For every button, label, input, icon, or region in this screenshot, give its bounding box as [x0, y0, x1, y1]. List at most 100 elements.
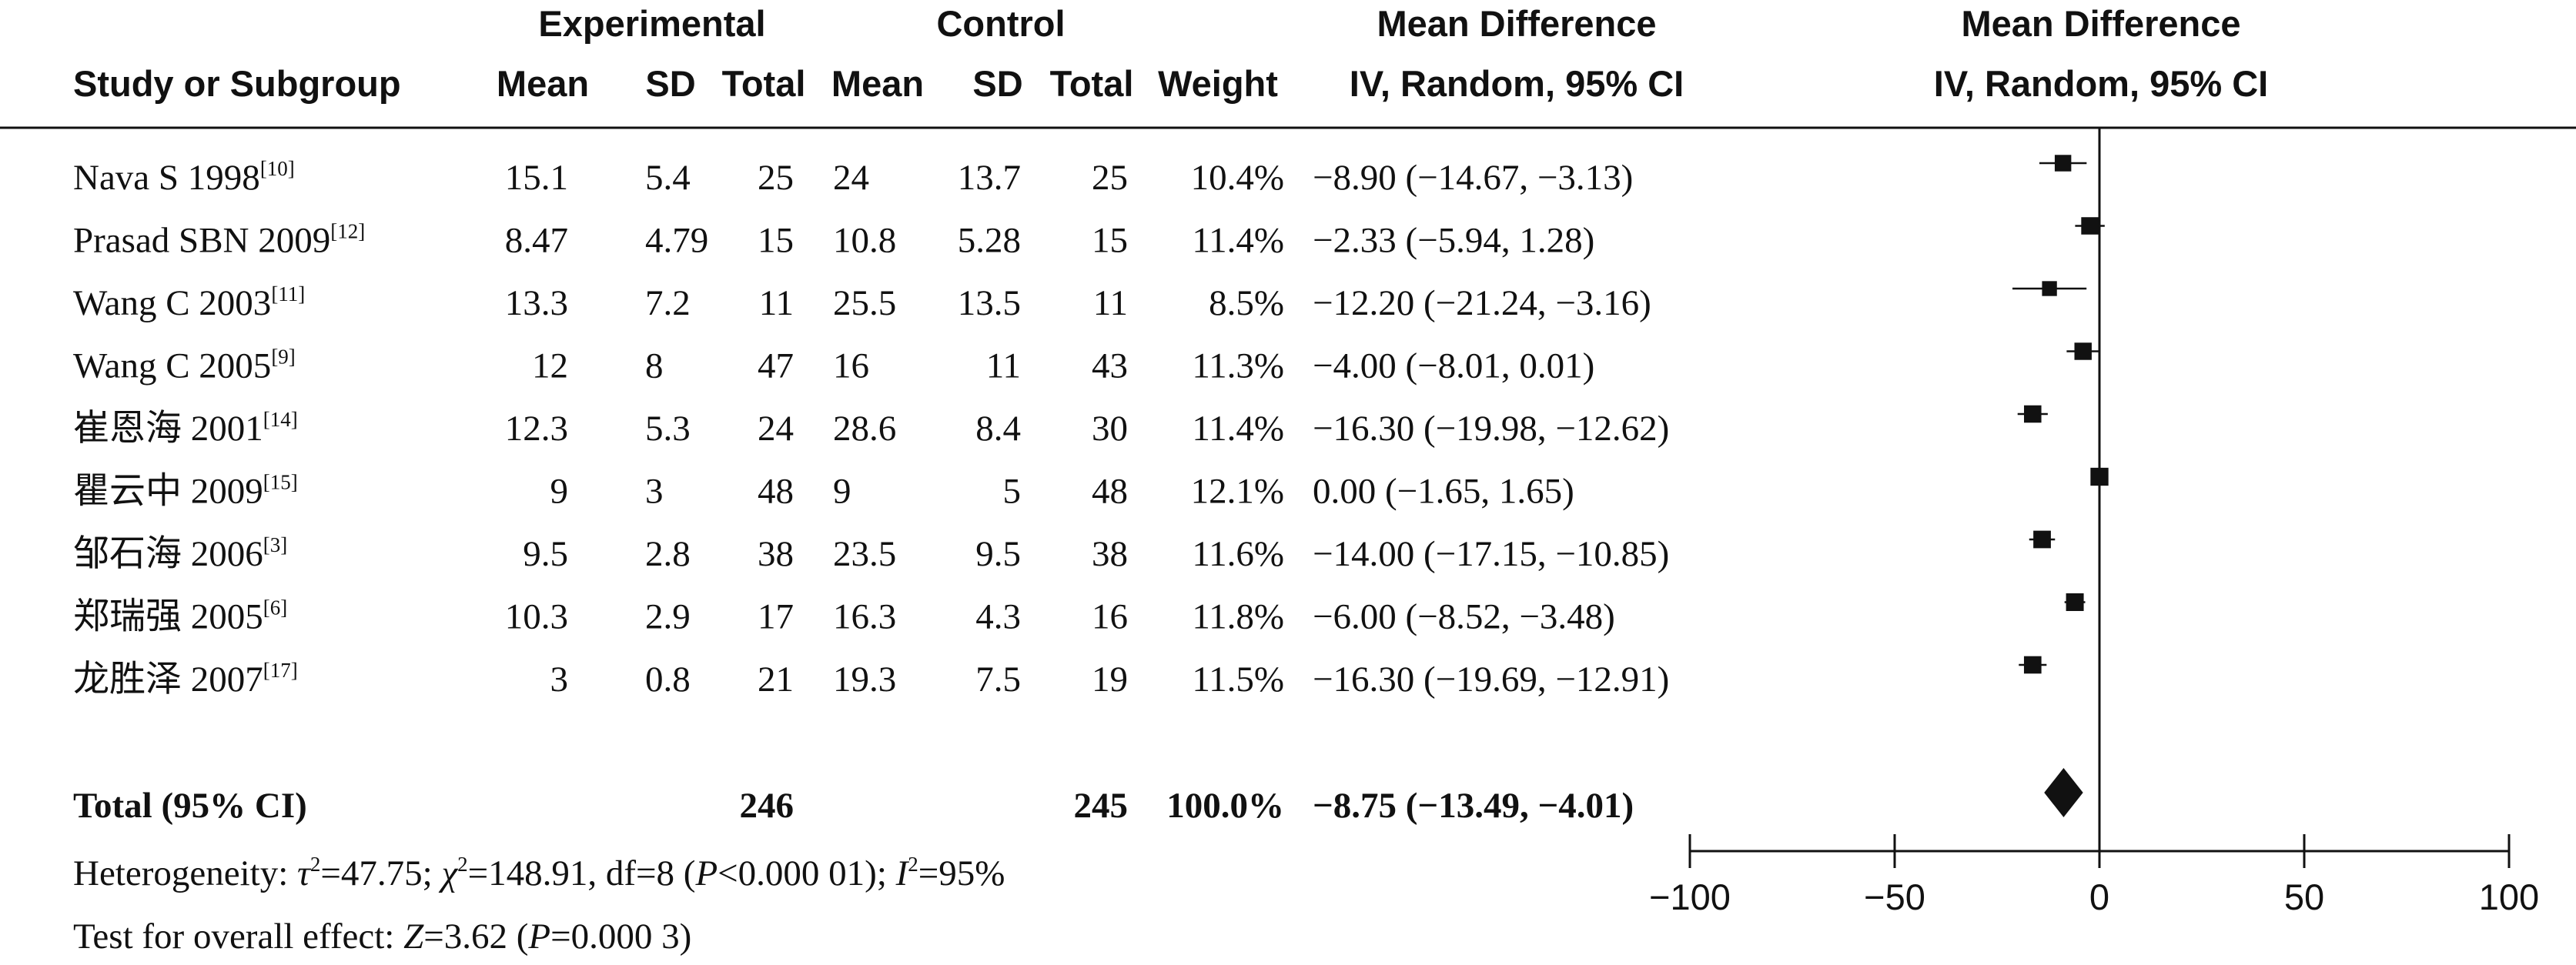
overall-p-symbol: P — [527, 917, 550, 957]
cell-sd-c: 5 — [1003, 472, 1022, 512]
cell-mean-c: 19.3 — [833, 659, 896, 700]
total-experimental: 246 — [740, 786, 795, 826]
cell-sd-c: 7.5 — [975, 659, 1021, 700]
cell-weight: 11.4% — [1192, 221, 1284, 261]
effect-box — [2074, 342, 2092, 360]
study-row: Wang C 2005[9] 12 8 47 16 11 43 11.3% −4.00 (−8.… — [73, 346, 1594, 386]
pooled-diamond — [2044, 768, 2083, 817]
cell-total-e: 47 — [758, 346, 794, 386]
cell-mean-e: 13.3 — [505, 283, 568, 323]
cell-total-e: 21 — [758, 659, 794, 700]
cell-weight: 11.6% — [1192, 534, 1284, 574]
study-reference: [3] — [263, 533, 287, 556]
study-reference: [10] — [260, 157, 295, 180]
study-reference: [6] — [263, 596, 287, 619]
cell-ci: −16.30 (−19.98, −12.62) — [1313, 409, 1669, 449]
cell-sd-e: 8 — [645, 346, 664, 386]
study-reference: [14] — [263, 408, 298, 431]
chi-superscript: 2 — [457, 853, 468, 876]
effect-box — [2033, 530, 2051, 549]
header-effect-title-table: Mean Difference — [1377, 3, 1656, 44]
z-symbol: Z — [403, 917, 424, 957]
cell-mean-c: 28.6 — [833, 409, 896, 449]
study-reference: [17] — [263, 659, 298, 682]
total-weight: 100.0% — [1166, 786, 1284, 826]
total-control: 245 — [1074, 786, 1129, 826]
cell-sd-e: 4.79 — [645, 221, 708, 261]
header-sd-control: SD — [972, 63, 1022, 104]
cell-total-e: 24 — [758, 409, 794, 449]
study-row: 崔恩海 2001[14] 12.3 5.3 24 28.6 8.4 30 11.4% −16.3… — [73, 408, 1669, 449]
study-reference: [15] — [263, 471, 298, 494]
heterogeneity-p-value: <0.000 01); — [718, 853, 895, 893]
cell-ci: −16.30 (−19.69, −12.91) — [1313, 659, 1669, 700]
overall-effect-text: Test for overall effect: Z=3.62 (P=0.000… — [73, 917, 691, 957]
cell-sd-c: 9.5 — [975, 534, 1021, 574]
cell-sd-e: 2.8 — [645, 534, 691, 574]
cell-weight: 11.8% — [1192, 597, 1284, 637]
cell-ci: −12.20 (−21.24, −3.16) — [1313, 283, 1651, 323]
tau-superscript: 2 — [310, 853, 321, 876]
effect-box — [2090, 467, 2109, 486]
cell-total-e: 17 — [758, 597, 794, 637]
plot-area: −100 −50 0 50 100 — [1649, 128, 2539, 917]
header-study: Study or Subgroup — [73, 63, 401, 104]
x-tick-label: 0 — [2089, 877, 2109, 917]
cell-mean-e: 15.1 — [505, 158, 568, 198]
cell-sd-e: 2.9 — [645, 597, 691, 637]
study-name: 龙胜泽 2007[17] — [73, 659, 298, 700]
study-row: Nava S 1998[10] 15.1 5.4 25 24 13.7 25 10.4% −8.… — [73, 157, 1633, 198]
cell-mean-c: 16.3 — [833, 597, 896, 637]
header-mean-control: Mean — [831, 63, 924, 104]
cell-mean-c: 25.5 — [833, 283, 896, 323]
study-name: 郑瑞强 2005[6] — [73, 596, 287, 637]
header-sd-experimental: SD — [645, 63, 695, 104]
study-row: Wang C 2003[11] 13.3 7.2 11 25.5 13.5 11 8.5% −1… — [73, 282, 1651, 323]
header-total-control: Total — [1050, 63, 1134, 104]
cell-mean-e: 12 — [532, 346, 568, 386]
cell-sd-c: 11 — [986, 346, 1021, 386]
effect-box — [2023, 656, 2042, 674]
cell-total-c: 30 — [1092, 409, 1128, 449]
cell-total-e: 15 — [758, 221, 794, 261]
x-tick-label: 50 — [2284, 877, 2324, 917]
study-name: Prasad SBN 2009[12] — [73, 220, 365, 261]
header-weight: Weight — [1158, 63, 1278, 104]
study-row: 邹石海 2006[3] 9.5 2.8 38 23.5 9.5 38 11.6% −14.00 … — [73, 533, 1669, 574]
cell-total-c: 48 — [1092, 472, 1128, 512]
cell-ci: −4.00 (−8.01, 0.01) — [1313, 346, 1594, 386]
i-value: =95% — [918, 853, 1005, 893]
heterogeneity-p-symbol: P — [694, 853, 718, 893]
cell-total-e: 38 — [758, 534, 794, 574]
cell-mean-c: 9 — [833, 472, 851, 512]
cell-ci: −8.90 (−14.67, −3.13) — [1313, 158, 1633, 198]
cell-sd-e: 3 — [645, 472, 664, 512]
header-group-control: Control — [936, 3, 1065, 44]
total-label: Total (95% CI) — [73, 786, 307, 826]
study-name-text: 瞿云中 2009 — [73, 472, 263, 512]
cell-sd-c: 5.28 — [958, 221, 1021, 261]
i-superscript: 2 — [908, 853, 918, 876]
cell-weight: 12.1% — [1191, 472, 1284, 512]
cell-sd-c: 4.3 — [975, 597, 1021, 637]
cell-total-c: 38 — [1092, 534, 1128, 574]
cell-mean-e: 12.3 — [505, 409, 568, 449]
x-tick-label: −100 — [1649, 877, 1731, 917]
cell-total-c: 25 — [1092, 158, 1128, 198]
cell-weight: 11.3% — [1192, 346, 1284, 386]
study-name-text: Wang C 2003 — [73, 283, 271, 323]
header-mean-experimental: Mean — [497, 63, 589, 104]
header-ci: IV, Random, 95% CI — [1350, 63, 1684, 104]
study-name: 瞿云中 2009[15] — [73, 471, 298, 512]
study-name-text: 龙胜泽 2007 — [73, 659, 263, 700]
effect-box — [2081, 217, 2099, 235]
cell-weight: 10.4% — [1191, 158, 1284, 198]
z-value: =3.62 ( — [423, 917, 528, 957]
study-row: 郑瑞强 2005[6] 10.3 2.9 17 16.3 4.3 16 11.8% −6.00 … — [73, 596, 1615, 637]
cell-sd-e: 5.3 — [645, 409, 691, 449]
heterogeneity-text: Heterogeneity: τ2=47.75; χ2=148.91, df=8… — [73, 853, 1005, 893]
cell-total-c: 15 — [1092, 221, 1128, 261]
overall-p-value: =0.000 3) — [550, 917, 691, 957]
chi-symbol: χ — [438, 853, 458, 893]
